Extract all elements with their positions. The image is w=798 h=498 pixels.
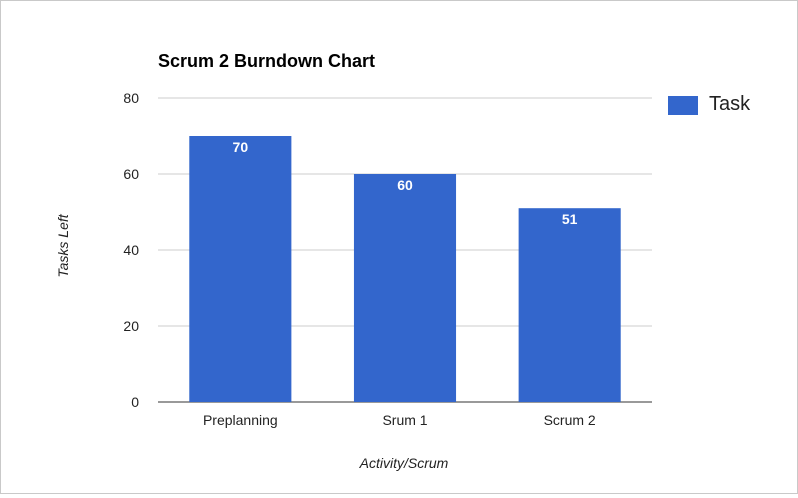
bar-data-label: 70 [233,139,249,155]
y-tick-label: 40 [123,242,139,258]
bar-data-label: 51 [562,211,578,227]
x-axis-ticks: Preplanning Srum 1 Scrum 2 [203,412,596,428]
y-tick-label: 80 [123,90,139,106]
x-tick-label: Srum 1 [382,412,427,428]
x-tick-label: Preplanning [203,412,278,428]
bars [189,136,621,402]
bar-data-labels: 70 60 51 [233,139,578,227]
y-tick-label: 60 [123,166,139,182]
legend-swatch [668,96,698,115]
x-axis-title: Activity/Scrum [359,455,449,471]
y-tick-label: 20 [123,318,139,334]
legend-label-task: Task [709,93,751,115]
bar-scrum-2 [518,208,621,402]
y-axis-ticks: 0 20 40 60 80 [123,90,139,410]
y-tick-label: 0 [131,394,139,410]
chart-title: Scrum 2 Burndown Chart [158,51,375,71]
bar-data-label: 60 [397,177,413,193]
legend: Task [668,93,751,115]
x-tick-label: Scrum 2 [544,412,596,428]
bar-preplanning [189,136,292,402]
bar-srum-1 [353,174,457,402]
y-axis-title: Tasks Left [55,213,71,277]
